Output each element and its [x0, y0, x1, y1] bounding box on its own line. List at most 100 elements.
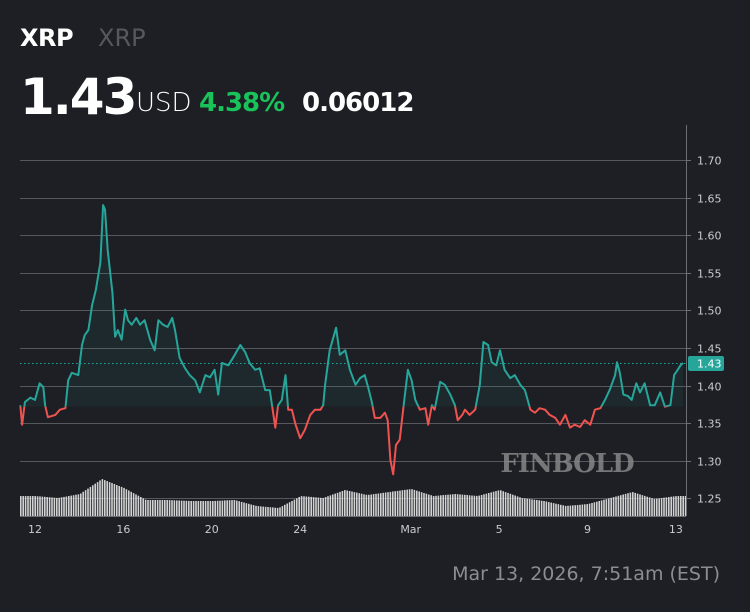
volume-bar: [348, 491, 351, 516]
volume-bar: [358, 493, 360, 516]
volume-bar: [480, 495, 483, 516]
volume-bar: [238, 501, 240, 516]
volume-bar: [617, 495, 620, 516]
volume-bar: [202, 501, 204, 516]
volume-bar: [591, 503, 593, 516]
volume-bar: [63, 496, 65, 516]
volume-bar: [128, 490, 130, 516]
volume-bar: [447, 494, 449, 516]
volume-bar: [60, 497, 63, 516]
volume-bar: [632, 492, 634, 516]
volume-bar: [596, 501, 598, 516]
volume-bar: [185, 500, 188, 516]
volume-bar: [569, 505, 572, 516]
volume-bar: [212, 501, 214, 516]
volume-bar: [360, 493, 363, 516]
volume-bar: [317, 497, 320, 516]
volume-bar: [372, 494, 375, 516]
volume-bar: [449, 494, 452, 516]
volume-bar: [442, 495, 444, 516]
volume-bar: [255, 505, 257, 516]
volume-bar: [432, 496, 435, 516]
volume-bar: [224, 500, 226, 516]
volume-bar: [519, 497, 521, 516]
x-tick-label: 20: [205, 523, 219, 536]
volume-bar: [147, 500, 149, 516]
volume-bar: [101, 479, 104, 516]
volume-bar: [276, 507, 279, 516]
volume-bar: [70, 495, 72, 516]
volume-bar: [641, 495, 644, 516]
volume-bar: [524, 498, 526, 516]
volume-bar: [27, 496, 29, 516]
volume-bar: [471, 495, 473, 516]
volume-bar: [264, 506, 267, 516]
volume-bar: [207, 501, 209, 516]
volume-bar: [404, 489, 406, 516]
price-chart[interactable]: FINBOLD 1.70 1.65 1.60 1.55 1.50 1.45 1.40 1.35…: [0, 0, 750, 540]
volume-bar: [639, 494, 641, 516]
volume-bar: [274, 507, 276, 516]
x-tick-label: 12: [28, 523, 42, 536]
volume-bar: [651, 498, 653, 516]
volume-bar: [72, 495, 75, 516]
y-tick-label: 1.50: [697, 305, 722, 318]
volume-bar: [512, 494, 514, 516]
change-percent: 4.38%: [199, 88, 285, 118]
volume-bar: [663, 497, 665, 516]
volume-bar: [257, 506, 260, 516]
volume-bar: [267, 507, 269, 516]
volume-bar: [142, 498, 144, 516]
volume-bar: [118, 486, 120, 516]
volume-bar: [545, 501, 548, 516]
volume-bar: [363, 494, 365, 516]
volume-bar: [272, 507, 274, 516]
volume-bar: [53, 497, 56, 516]
volume-bar: [166, 500, 168, 516]
volume-bar: [598, 501, 600, 516]
finbold-watermark: FINBOLD: [500, 449, 634, 479]
volume-bar: [531, 499, 533, 516]
volume-bar: [384, 492, 387, 516]
volume-bar: [77, 494, 80, 516]
volume-bar: [430, 495, 432, 516]
volume-bar: [296, 498, 298, 516]
volume-bar: [533, 499, 536, 516]
volume-bar: [375, 493, 377, 516]
volume-bar: [22, 496, 24, 516]
volume-bar: [586, 504, 588, 516]
volume-bar: [612, 497, 615, 516]
volume-bar: [324, 497, 327, 516]
x-tick-label: 16: [116, 523, 130, 536]
volume-bar: [279, 507, 281, 516]
volume-bar: [497, 490, 500, 516]
volume-bar: [144, 499, 147, 516]
volume-bar: [233, 500, 236, 516]
volume-bar: [653, 498, 656, 516]
volume-bar: [329, 495, 332, 516]
volume-bar: [656, 498, 658, 516]
volume-bar: [380, 493, 382, 516]
volume-bar: [262, 506, 264, 516]
volume-bar: [113, 484, 116, 516]
volume-bar: [75, 494, 77, 516]
volume-bar: [411, 489, 413, 516]
volume-bar: [41, 496, 44, 516]
volume-bar: [334, 493, 336, 516]
volume-bar: [543, 501, 545, 516]
volume-bar: [96, 482, 99, 516]
volume-bar: [473, 495, 476, 516]
volume-bar: [192, 501, 195, 516]
volume-bar: [68, 496, 70, 516]
volume-bar: [288, 502, 291, 516]
volume-bar: [466, 495, 468, 516]
volume-bar: [483, 494, 485, 516]
volume-bar: [20, 496, 22, 516]
volume-bar: [644, 495, 646, 516]
volume-bar: [488, 493, 490, 516]
volume-bar: [495, 491, 497, 516]
volume-bar: [214, 500, 216, 516]
volume-bar: [305, 496, 308, 516]
volume-bar: [80, 493, 82, 516]
volume-bar: [140, 497, 142, 516]
